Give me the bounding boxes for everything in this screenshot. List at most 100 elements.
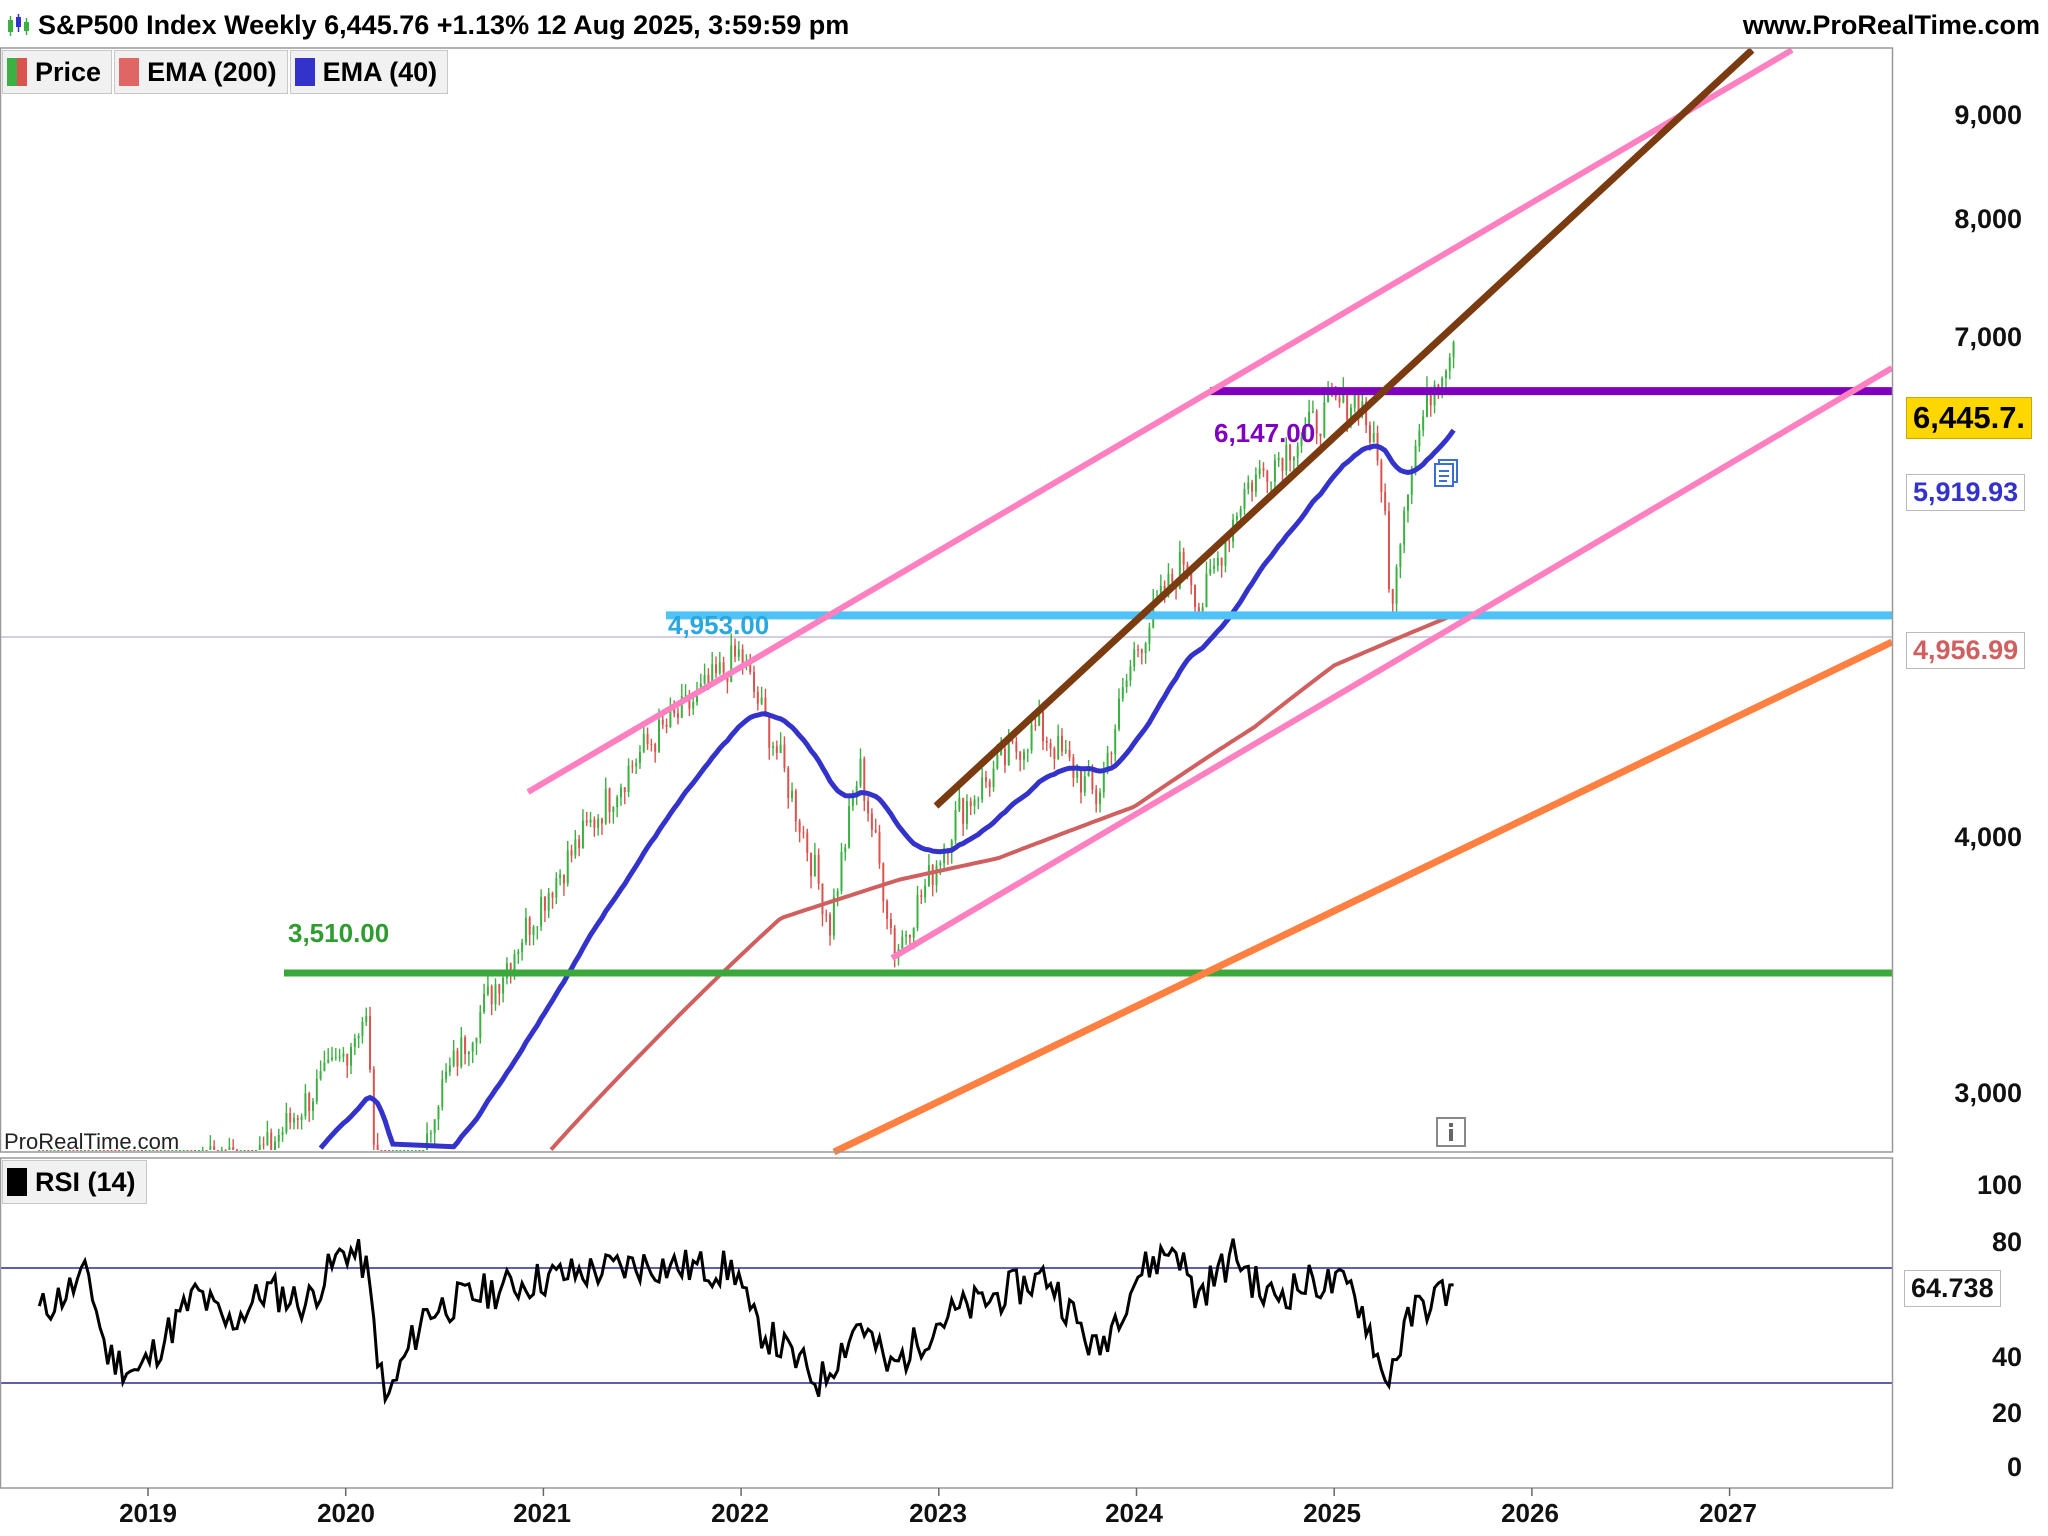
price-candle (1140, 648, 1143, 665)
site-link[interactable]: www.ProRealTime.com (1742, 10, 2040, 40)
price-candle (308, 1091, 311, 1122)
rsi-panel-frame (0, 1157, 1894, 1489)
price-candle (167, 1150, 170, 1151)
candle-body (908, 934, 911, 938)
candle-body (817, 854, 820, 884)
candle-body (448, 1065, 451, 1072)
price-candle (201, 1146, 204, 1151)
price-tick-7000: 7,000 (1954, 322, 2022, 352)
candle-body (376, 1144, 379, 1150)
candle-body (479, 1011, 482, 1038)
price-candle (479, 1005, 482, 1044)
candle-body (380, 1150, 383, 1151)
price-candle (498, 983, 501, 1006)
price-candle (350, 1043, 353, 1075)
price-candle (920, 889, 923, 905)
candle-body (76, 1150, 79, 1151)
legend-price[interactable]: Price (2, 50, 113, 94)
price-candle (422, 1150, 425, 1151)
candle-body (779, 744, 782, 754)
rsi-tick-80: 80 (1991, 1227, 2022, 1257)
candle-body (1395, 567, 1398, 604)
candle-body (106, 1150, 109, 1151)
price-candle (524, 907, 527, 946)
candle-body (1437, 384, 1440, 388)
price-candle (958, 787, 961, 812)
candle-body (186, 1150, 189, 1151)
price-candle (543, 896, 546, 923)
candle-body (407, 1150, 410, 1151)
price-candle (889, 912, 892, 935)
price-candle (258, 1136, 261, 1150)
candle-body (673, 708, 676, 714)
price-candle (669, 697, 672, 729)
candle-body (171, 1150, 174, 1151)
price-candle (1079, 769, 1082, 804)
price-candle (300, 1113, 303, 1130)
candle-body (1182, 551, 1185, 565)
candle-body (703, 674, 706, 684)
candle-body (1079, 771, 1082, 793)
price-candle (42, 1150, 45, 1151)
price-candle (893, 925, 896, 968)
legend-ema200[interactable]: EMA (200) (114, 50, 288, 94)
candle-body (1399, 544, 1402, 568)
candle-body (83, 1150, 86, 1151)
candle-body (665, 724, 668, 727)
candle-body (471, 1042, 474, 1052)
candle-body (597, 818, 600, 828)
price-candle (247, 1150, 250, 1151)
candle-body (821, 883, 824, 915)
candle-body (627, 765, 630, 793)
candle-body (600, 818, 603, 824)
price-candle (627, 758, 630, 798)
legend-rsi[interactable]: RSI (14) (2, 1160, 147, 1204)
candle-body (916, 895, 919, 929)
candle-body (1308, 411, 1311, 426)
candle-body (950, 840, 953, 853)
price-candle (927, 854, 930, 887)
price-candle (1433, 380, 1436, 414)
price-candle (916, 885, 919, 932)
candle-body (772, 746, 775, 748)
price-candle (844, 843, 847, 861)
price-candle (186, 1150, 189, 1151)
price-candle (407, 1150, 410, 1151)
candle-body (254, 1150, 257, 1151)
price-candle (319, 1060, 322, 1081)
price-candle (753, 665, 756, 698)
candle-body (277, 1134, 280, 1142)
candle-body (825, 914, 828, 916)
x-tick-2023: 2023 (909, 1498, 967, 1528)
info-icon[interactable] (1436, 1117, 1466, 1147)
price-candle (859, 748, 862, 788)
candle-body (292, 1118, 295, 1123)
candle-body (1258, 468, 1261, 475)
candle-body (296, 1118, 299, 1120)
candle-body (251, 1150, 254, 1151)
price-candle (338, 1048, 341, 1062)
price-candle (304, 1084, 307, 1120)
note-icon[interactable] (1433, 458, 1461, 488)
price-candle (1399, 543, 1402, 579)
candle-body (178, 1150, 181, 1151)
price-candle (715, 656, 718, 678)
candle-body (1243, 489, 1246, 509)
price-candle (270, 1128, 273, 1150)
candle-body (68, 1150, 71, 1151)
candle-body (722, 662, 725, 673)
candle-body (1403, 510, 1406, 545)
candle-body (867, 800, 870, 814)
candle-body (870, 813, 873, 830)
legend-ema40[interactable]: EMA (40) (289, 50, 449, 94)
candle-body (676, 713, 679, 718)
price-candle (502, 974, 505, 1003)
price-candle (289, 1107, 292, 1130)
candle-body (1140, 649, 1143, 654)
price-candle (756, 686, 759, 711)
price-candle (209, 1135, 212, 1150)
candle-body (1000, 748, 1003, 756)
candle-body (570, 850, 573, 856)
price-candle (95, 1150, 98, 1151)
candle-body (1057, 735, 1060, 759)
